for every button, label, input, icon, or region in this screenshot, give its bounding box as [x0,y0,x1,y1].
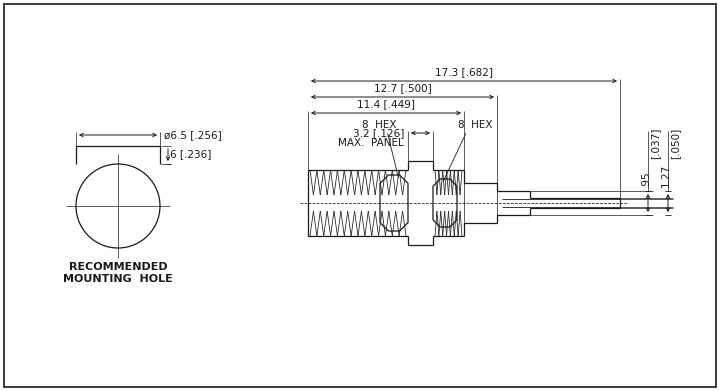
Text: 8  HEX: 8 HEX [458,120,492,130]
Text: 17.3 [.682]: 17.3 [.682] [435,67,493,77]
Text: MAX.  PANEL: MAX. PANEL [338,138,404,148]
Text: RECOMMENDED: RECOMMENDED [68,262,167,272]
Text: 11.4 [.449]: 11.4 [.449] [357,99,415,109]
Text: [.050]: [.050] [670,127,680,159]
Text: 8  HEX: 8 HEX [361,120,396,130]
Text: .95: .95 [641,170,651,187]
Text: ø6.5 [.256]: ø6.5 [.256] [164,130,222,140]
Text: 12.7 [.500]: 12.7 [.500] [374,83,431,93]
Text: 6 [.236]: 6 [.236] [170,149,212,159]
Text: 1.27: 1.27 [661,164,671,187]
Text: [.037]: [.037] [650,127,660,159]
Text: MOUNTING  HOLE: MOUNTING HOLE [63,274,173,284]
Text: 3.2 [.126]: 3.2 [.126] [353,128,404,138]
